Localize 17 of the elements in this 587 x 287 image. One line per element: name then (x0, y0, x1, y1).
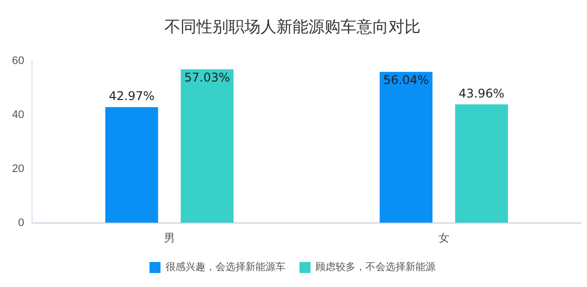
legend-label: 顾虑较多，不会选择新能源 (316, 261, 436, 274)
y-tick-label: 40 (12, 109, 24, 122)
data-label: 43.96% (458, 86, 504, 101)
y-tick-label: 20 (12, 162, 24, 175)
data-label: 57.03% (184, 70, 230, 84)
data-label: 56.04% (383, 72, 429, 87)
chart-title: 不同性别职场人新能源购车意向对比 (164, 16, 420, 36)
bar (455, 104, 508, 223)
x-tick-label: 男 (164, 232, 175, 244)
x-tick-label: 女 (438, 232, 450, 244)
bar (105, 107, 158, 223)
y-tick-label: 60 (12, 55, 24, 68)
bar (180, 69, 234, 223)
y-tick-label: 0 (18, 216, 24, 229)
legend-label: 很感兴趣，会选择新能源车 (166, 261, 286, 274)
data-label: 42.97% (108, 89, 155, 104)
bar (380, 72, 432, 223)
